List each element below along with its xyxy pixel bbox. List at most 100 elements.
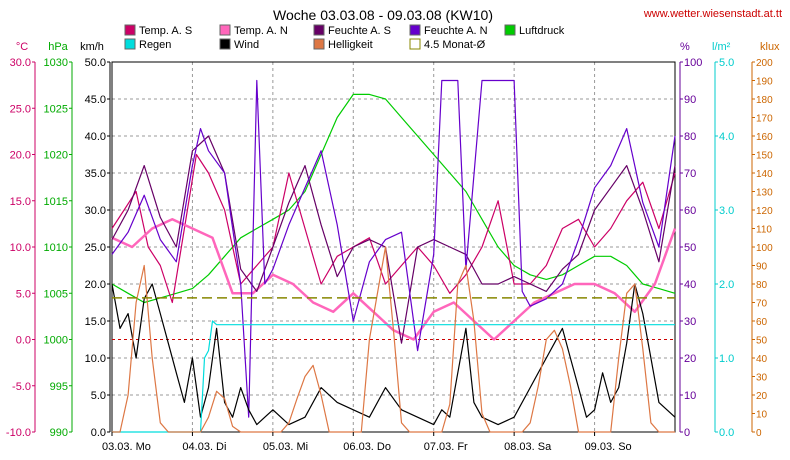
series-line-7 bbox=[112, 246, 675, 433]
pressure-tick-label: 1020 bbox=[44, 150, 68, 162]
plot-frame bbox=[111, 61, 676, 433]
humidity-unit-label: % bbox=[680, 41, 690, 53]
legend: Temp. A. S Temp. A. N Feuchte A. S Feuchte … bbox=[124, 24, 565, 51]
axes-group bbox=[32, 61, 755, 433]
legend-label: Regen bbox=[139, 39, 171, 51]
rain-tick-label: 5.0 bbox=[719, 57, 734, 69]
wind-tick-label: 15.0 bbox=[85, 316, 106, 328]
wind-tick-label: 20.0 bbox=[85, 279, 106, 291]
humidity-tick-label: 80 bbox=[684, 131, 696, 143]
rain-tick-label: 1.0 bbox=[719, 353, 734, 365]
pressure-tick-label: 1030 bbox=[44, 57, 68, 69]
light-tick-label: 110 bbox=[756, 225, 772, 236]
pressure-unit-label: hPa bbox=[48, 41, 68, 53]
legend-swatch bbox=[124, 38, 136, 50]
humidity-tick-label: 60 bbox=[684, 205, 696, 217]
humidity-tick-label: 10 bbox=[684, 390, 696, 402]
humidity-tick-label: 40 bbox=[684, 279, 696, 291]
pressure-tick-label: 1010 bbox=[44, 242, 68, 254]
chart-title: Woche 03.03.08 - 09.03.08 (KW10) bbox=[273, 7, 493, 23]
pressure-tick-label: 1000 bbox=[44, 335, 68, 347]
wind-tick-label: 25.0 bbox=[85, 242, 106, 254]
temp-unit-label: °C bbox=[16, 41, 28, 53]
wind-tick-label: 10.0 bbox=[85, 353, 106, 365]
series-line-0 bbox=[111, 93, 676, 304]
source-url: www.wetter.wiesenstadt.at.tt bbox=[643, 8, 782, 20]
temp-tick-label: -10.0 bbox=[6, 427, 31, 439]
wind-tick-label: 50.0 bbox=[85, 57, 106, 69]
light-tick-label: 120 bbox=[756, 206, 773, 217]
humidity-tick-label: 100 bbox=[684, 57, 702, 69]
light-tick-label: 200 bbox=[756, 58, 773, 69]
rain-unit-label: l/m² bbox=[712, 41, 731, 53]
legend-label: Feuchte A. N bbox=[424, 25, 488, 37]
pressure-tick-label: 990 bbox=[50, 427, 68, 439]
light-tick-label: 40 bbox=[756, 354, 768, 365]
legend-label: Luftdruck bbox=[519, 25, 565, 37]
rain-tick-label: 4.0 bbox=[719, 131, 734, 143]
legend-label: Helligkeit bbox=[328, 39, 373, 51]
temp-tick-label: -5.0 bbox=[12, 381, 31, 393]
temp-tick-label: 10.0 bbox=[10, 242, 31, 254]
light-tick-label: 170 bbox=[756, 114, 773, 125]
series-group bbox=[111, 79, 677, 433]
light-tick-label: 20 bbox=[756, 391, 768, 402]
wind-tick-label: 45.0 bbox=[85, 94, 106, 106]
light-tick-label: 70 bbox=[756, 299, 768, 310]
tick-labels: 30.025.020.015.010.05.00.0-5.0-10.0°C103… bbox=[6, 41, 780, 453]
legend-swatch bbox=[219, 38, 231, 50]
legend-label: Temp. A. S bbox=[139, 25, 192, 37]
light-tick-label: 10 bbox=[756, 410, 768, 421]
wind-tick-label: 40.0 bbox=[85, 131, 106, 143]
temp-tick-label: 30.0 bbox=[10, 57, 31, 69]
grid bbox=[111, 61, 676, 433]
series-line-4 bbox=[111, 79, 676, 418]
wind-tick-label: 5.0 bbox=[91, 390, 106, 402]
light-tick-label: 150 bbox=[756, 151, 773, 162]
x-day-label: 06.03. Do bbox=[343, 441, 391, 453]
temp-tick-label: 5.0 bbox=[16, 288, 31, 300]
x-day-label: 09.03. So bbox=[585, 441, 632, 453]
light-tick-label: 50 bbox=[756, 336, 768, 347]
light-tick-label: 190 bbox=[756, 77, 773, 88]
legend-label: Wind bbox=[234, 39, 259, 51]
wind-tick-label: 0.0 bbox=[91, 427, 106, 439]
pressure-tick-label: 1005 bbox=[44, 288, 68, 300]
legend-label: Temp. A. N bbox=[234, 25, 288, 37]
wind-tick-label: 35.0 bbox=[85, 168, 106, 180]
legend-swatch bbox=[409, 38, 421, 50]
rain-tick-label: 3.0 bbox=[719, 205, 734, 217]
legend-swatch bbox=[409, 24, 421, 36]
light-tick-label: 80 bbox=[756, 280, 768, 291]
temp-tick-label: 25.0 bbox=[10, 103, 31, 115]
series-line-6 bbox=[112, 320, 675, 433]
legend-swatch bbox=[313, 24, 325, 36]
humidity-tick-label: 50 bbox=[684, 242, 696, 254]
x-day-label: 07.03. Fr bbox=[424, 441, 468, 453]
legend-label: Feuchte A. S bbox=[328, 25, 391, 37]
humidity-tick-label: 90 bbox=[684, 94, 696, 106]
rain-tick-label: 0.0 bbox=[719, 427, 734, 439]
light-tick-label: 90 bbox=[756, 262, 768, 273]
pressure-tick-label: 995 bbox=[50, 381, 68, 393]
humidity-tick-label: 20 bbox=[684, 353, 696, 365]
x-day-label: 08.03. Sa bbox=[504, 441, 552, 453]
humidity-tick-label: 0 bbox=[684, 427, 690, 439]
temp-tick-label: 20.0 bbox=[10, 150, 31, 162]
light-tick-label: 0 bbox=[756, 428, 762, 439]
pressure-tick-label: 1025 bbox=[44, 103, 68, 115]
x-day-label: 04.03. Di bbox=[182, 441, 226, 453]
light-tick-label: 180 bbox=[756, 95, 773, 106]
wind-unit-label: km/h bbox=[80, 41, 104, 53]
wind-tick-label: 30.0 bbox=[85, 205, 106, 217]
humidity-tick-label: 30 bbox=[684, 316, 696, 328]
legend-swatch bbox=[504, 24, 516, 36]
light-tick-label: 160 bbox=[756, 132, 773, 143]
light-tick-label: 140 bbox=[756, 169, 773, 180]
humidity-tick-label: 70 bbox=[684, 168, 696, 180]
series-line-5 bbox=[111, 283, 676, 426]
rain-tick-label: 2.0 bbox=[719, 279, 734, 291]
light-tick-label: 60 bbox=[756, 317, 768, 328]
